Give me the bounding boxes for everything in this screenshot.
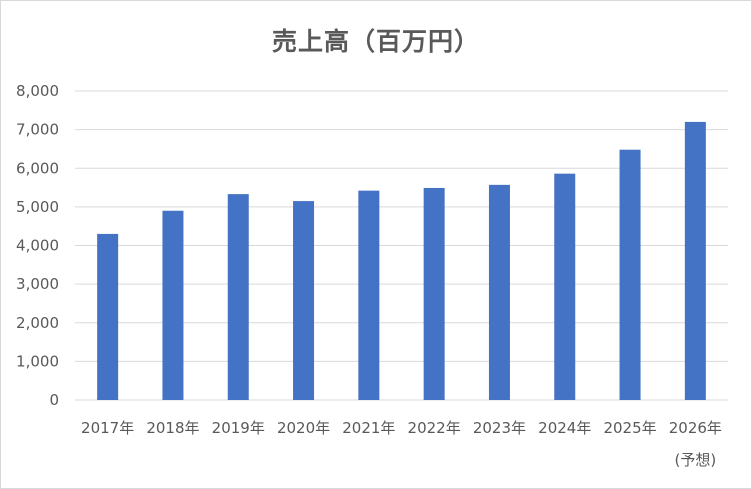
y-tick-label: 3,000 (16, 275, 59, 293)
x-tick-label: 2025年 (603, 419, 656, 437)
x-tick-label: 2026年 (669, 419, 722, 437)
bar (227, 194, 249, 400)
y-axis-ticks: 0 1,000 2,000 3,000 4,000 5,000 6,000 7,000 8,00… (16, 82, 59, 409)
bar (162, 210, 184, 400)
x-tick-label: 2021年 (342, 419, 395, 437)
y-tick-label: 1,000 (16, 352, 59, 370)
y-tick-label: 7,000 (16, 121, 59, 139)
x-tick-label: 2022年 (408, 419, 461, 437)
bar (293, 201, 315, 400)
bar (619, 149, 641, 400)
y-tick-label: 6,000 (16, 159, 59, 177)
bar (488, 184, 510, 400)
y-tick-label: 5,000 (16, 198, 59, 216)
y-tick-label: 2,000 (16, 314, 59, 332)
x-tick-sublabel: (予想) (674, 451, 716, 469)
x-tick-label: 2020年 (277, 419, 330, 437)
x-tick-label: 2018年 (146, 419, 199, 437)
x-tick-label: 2023年 (473, 419, 526, 437)
bar (358, 190, 380, 400)
x-tick-label: 2017年 (81, 419, 134, 437)
y-tick-label: 0 (49, 391, 59, 409)
bar (684, 121, 706, 401)
bar (97, 233, 119, 400)
gridlines (75, 90, 728, 401)
bars (97, 121, 706, 401)
bar (423, 187, 445, 400)
x-axis-ticks: 2017年 2018年 2019年 2020年 2021年 2022年 2023年 2024年… (81, 419, 722, 469)
x-tick-label: 2024年 (538, 419, 591, 437)
bar (554, 173, 576, 400)
y-tick-label: 4,000 (16, 237, 59, 255)
x-tick-label: 2019年 (212, 419, 265, 437)
chart-title: 売上高（百万円） (271, 27, 480, 56)
y-tick-label: 8,000 (16, 82, 59, 100)
